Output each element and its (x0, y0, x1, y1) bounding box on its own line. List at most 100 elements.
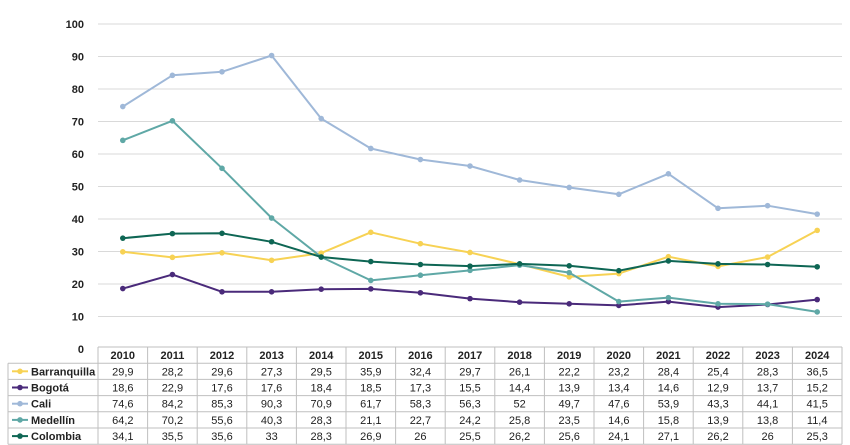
table-cell-bogot-2017: 15,5 (459, 383, 480, 395)
series-line-medelln (121, 119, 819, 313)
data-point-colombia-2020 (616, 267, 622, 274)
table-cell-barranquilla-2021: 28,4 (658, 366, 679, 378)
y-tick-label-60: 60 (72, 149, 84, 161)
data-point-bogot-2017 (467, 295, 473, 302)
data-point-colombia-2018 (516, 261, 523, 267)
table-cell-cali-2018: 52 (513, 399, 525, 411)
data-point-cali-2015 (368, 145, 374, 152)
table-cell-bogot-2015: 18,5 (360, 383, 381, 395)
data-point-bogot-2013 (268, 289, 275, 295)
data-point-bogot-2018 (516, 299, 523, 306)
table-cell-colombia-2010: 34,1 (112, 431, 133, 443)
data-point-cali-2023 (764, 202, 771, 209)
data-point-medelln-2013 (268, 215, 275, 221)
x-tick-label-2021: 2021 (656, 350, 680, 362)
table-cell-colombia-2019: 25,6 (558, 431, 579, 443)
table-cell-barranquilla-2023: 28,3 (757, 366, 778, 378)
table-cell-medelln-2023: 13,8 (757, 415, 778, 427)
data-point-colombia-2013 (268, 238, 275, 245)
table-cell-medelln-2024: 11,4 (807, 415, 828, 427)
table-cell-cali-2017: 56,3 (459, 399, 480, 411)
x-tick-label-2019: 2019 (557, 350, 581, 362)
data-point-bogot-2020 (616, 302, 622, 309)
table-cell-bogot-2016: 17,3 (410, 383, 431, 395)
data-point-medelln-2024 (814, 309, 820, 315)
y-tick-label-40: 40 (72, 214, 84, 226)
data-point-medelln-2010 (120, 137, 126, 144)
table-cell-medelln-2012: 55,6 (211, 415, 232, 427)
data-point-barranquilla-2021 (665, 253, 672, 260)
table-cell-medelln-2020: 14,6 (608, 415, 629, 427)
data-point-medelln-2023 (764, 301, 771, 307)
table-cell-barranquilla-2020: 23,2 (608, 366, 629, 378)
x-tick-label-2023: 2023 (755, 350, 779, 362)
data-point-bogot-2021 (665, 298, 672, 305)
legend-marker-colombia (17, 433, 23, 439)
data-point-barranquilla-2010 (120, 249, 126, 255)
data-point-barranquilla-2012 (219, 250, 225, 256)
table-cell-colombia-2022: 26,2 (707, 431, 728, 443)
y-tick-label-90: 90 (72, 52, 84, 64)
table-cell-cali-2015: 61,7 (360, 399, 381, 411)
data-point-colombia-2012 (219, 230, 225, 237)
data-point-bogot-2014 (318, 286, 325, 293)
table-cell-colombia-2017: 25,5 (459, 431, 480, 443)
y-tick-label-10: 10 (72, 312, 84, 324)
data-point-cali-2013 (268, 52, 275, 59)
data-point-bogot-2011 (169, 271, 176, 278)
data-point-colombia-2016 (417, 261, 424, 268)
table-cell-medelln-2016: 22,7 (410, 415, 431, 427)
data-point-cali-2020 (616, 191, 622, 198)
table-cell-barranquilla-2013: 27,3 (261, 366, 282, 378)
table-cell-medelln-2015: 21,1 (360, 415, 381, 427)
x-tick-label-2017: 2017 (458, 350, 482, 362)
legend-marker-barranquilla (17, 368, 23, 375)
table-cell-colombia-2016: 26 (414, 431, 426, 443)
table-cell-medelln-2017: 24,2 (459, 415, 480, 427)
data-point-bogot-2016 (417, 289, 424, 296)
table-cell-cali-2020: 47,6 (608, 399, 629, 411)
legend-marker-medelln (17, 417, 23, 423)
table-cell-colombia-2020: 24,1 (608, 431, 629, 443)
data-point-cali-2018 (516, 177, 523, 183)
table-cell-barranquilla-2019: 22,2 (558, 366, 579, 378)
table-cell-barranquilla-2014: 29,5 (310, 366, 331, 378)
table-cell-medelln-2010: 64,2 (112, 415, 133, 427)
table-cell-bogot-2012: 17,6 (211, 383, 232, 395)
legend-label-colombia: Colombia (31, 431, 82, 443)
x-tick-label-2018: 2018 (507, 350, 531, 362)
table-cell-medelln-2022: 13,9 (707, 415, 728, 427)
table-cell-medelln-2018: 25,8 (509, 415, 530, 427)
data-point-barranquilla-2023 (764, 254, 771, 260)
table-cell-bogot-2018: 14,4 (509, 383, 530, 395)
data-point-colombia-2017 (467, 263, 473, 269)
y-tick-label-50: 50 (72, 182, 84, 194)
table-cell-cali-2012: 85,3 (211, 399, 232, 411)
table-cell-colombia-2012: 35,6 (211, 431, 232, 443)
data-point-cali-2022 (715, 205, 721, 212)
data-point-colombia-2010 (120, 235, 126, 241)
data-point-colombia-2019 (566, 263, 572, 269)
x-tick-label-2016: 2016 (408, 350, 432, 362)
data-point-medelln-2022 (715, 301, 721, 307)
table-cell-colombia-2015: 26,9 (360, 431, 381, 443)
table-cell-medelln-2013: 40,3 (261, 415, 282, 427)
data-point-colombia-2011 (169, 230, 176, 237)
data-point-colombia-2024 (814, 263, 820, 270)
y-axis: 0 10 20 30 40 50 60 70 80 90 100 (66, 19, 84, 356)
table-cell-bogot-2021: 14,6 (658, 383, 679, 395)
data-point-bogot-2012 (219, 289, 225, 295)
legend-marker-cali (17, 400, 23, 407)
data-point-barranquilla-2024 (814, 227, 820, 234)
data-point-cali-2017 (467, 163, 473, 169)
table-cell-cali-2013: 90,3 (261, 399, 282, 411)
table-cell-cali-2011: 84,2 (162, 399, 183, 411)
x-tick-label-2020: 2020 (607, 350, 631, 362)
legend-marker-bogot (17, 384, 23, 391)
table-cell-colombia-2023: 26 (761, 431, 773, 443)
data-point-cali-2010 (120, 103, 126, 110)
series-line-cali (121, 54, 819, 216)
data-point-cali-2024 (814, 211, 820, 217)
data-point-barranquilla-2011 (169, 254, 176, 261)
data-point-cali-2014 (318, 115, 325, 122)
